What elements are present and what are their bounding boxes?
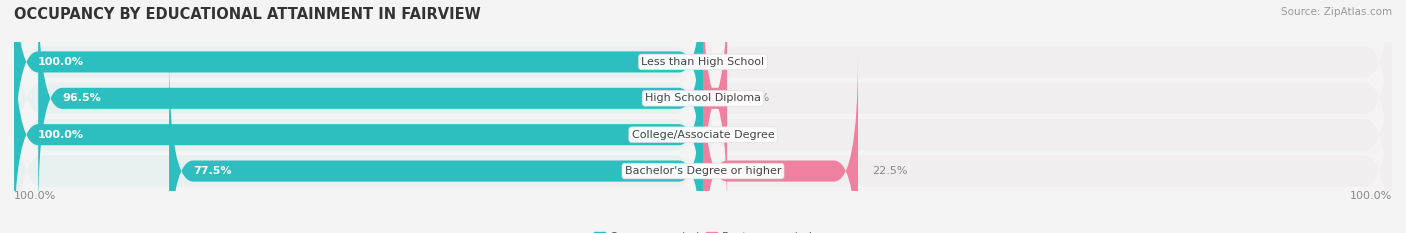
FancyBboxPatch shape [38,0,703,215]
FancyBboxPatch shape [14,5,703,233]
Text: 0.0%: 0.0% [717,57,745,67]
Text: OCCUPANCY BY EDUCATIONAL ATTAINMENT IN FAIRVIEW: OCCUPANCY BY EDUCATIONAL ATTAINMENT IN F… [14,7,481,22]
Text: High School Diploma: High School Diploma [645,93,761,103]
Text: 77.5%: 77.5% [193,166,232,176]
Text: 22.5%: 22.5% [872,166,907,176]
Text: 100.0%: 100.0% [38,130,84,140]
FancyBboxPatch shape [703,0,1392,192]
FancyBboxPatch shape [703,0,1392,228]
Text: Bachelor's Degree or higher: Bachelor's Degree or higher [624,166,782,176]
FancyBboxPatch shape [14,18,703,233]
FancyBboxPatch shape [14,0,703,192]
FancyBboxPatch shape [703,41,1392,233]
FancyBboxPatch shape [14,0,703,228]
Text: 0.0%: 0.0% [717,130,745,140]
Legend: Owner-occupied, Renter-occupied: Owner-occupied, Renter-occupied [593,232,813,233]
FancyBboxPatch shape [703,54,858,233]
Text: College/Associate Degree: College/Associate Degree [631,130,775,140]
FancyBboxPatch shape [14,41,703,233]
FancyBboxPatch shape [703,0,727,215]
Text: 100.0%: 100.0% [14,192,56,201]
FancyBboxPatch shape [169,54,703,233]
Text: 100.0%: 100.0% [1350,192,1392,201]
Text: 96.5%: 96.5% [62,93,101,103]
Text: Less than High School: Less than High School [641,57,765,67]
FancyBboxPatch shape [703,5,1392,233]
FancyBboxPatch shape [14,0,703,179]
Text: 3.5%: 3.5% [741,93,769,103]
Text: 100.0%: 100.0% [38,57,84,67]
Text: Source: ZipAtlas.com: Source: ZipAtlas.com [1281,7,1392,17]
